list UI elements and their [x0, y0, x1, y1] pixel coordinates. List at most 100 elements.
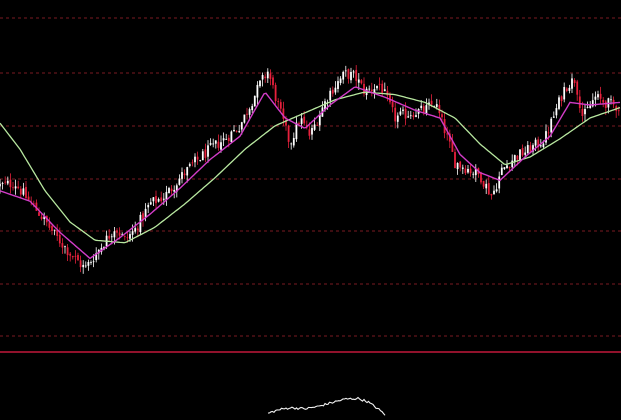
candle-body-73	[186, 167, 189, 176]
candle-body-213	[550, 118, 553, 133]
candle-body-103	[264, 76, 267, 79]
candle-body-155	[399, 111, 402, 115]
candle-body-70	[178, 178, 181, 185]
candle-body-222	[573, 80, 576, 84]
candle-body-25	[61, 243, 64, 248]
candle-body-200	[516, 155, 519, 160]
candle-body-24	[58, 234, 61, 244]
candle-body-34	[84, 265, 87, 267]
candle-body-95	[243, 114, 246, 123]
candle-body-16	[38, 212, 40, 216]
candle-body-174	[448, 133, 451, 142]
candle-body-77	[196, 156, 199, 160]
candle-body-177	[456, 163, 459, 170]
candle-body-138	[355, 69, 358, 81]
candle-body-175	[451, 140, 454, 152]
candle-body-227	[586, 107, 589, 108]
candle-body-116	[298, 122, 300, 124]
candle-body-178	[459, 161, 462, 168]
candle-body-115	[295, 122, 298, 140]
candle-body-59	[149, 202, 152, 205]
candle-body-23	[56, 230, 59, 236]
candle-body-83	[212, 143, 215, 145]
candle-body-102	[261, 75, 264, 80]
candle-body-140	[360, 80, 363, 84]
candle-body-232	[599, 93, 602, 99]
candle-body-15	[35, 202, 38, 211]
candle-body-211	[545, 131, 547, 143]
candle-body-210	[542, 143, 545, 148]
candle-body-181	[467, 168, 469, 173]
candle-body-141	[363, 83, 365, 94]
candle-body-237	[612, 99, 615, 105]
candle-body-106	[272, 77, 274, 86]
candle-body-45	[113, 231, 116, 238]
candle-body-62	[157, 199, 160, 202]
candle-body-69	[175, 185, 178, 192]
candle-body-26	[64, 246, 66, 248]
candle-body-161	[415, 115, 417, 117]
candle-body-79	[201, 151, 204, 161]
candle-body-46	[116, 230, 118, 233]
candle-body-28	[69, 253, 72, 256]
candle-body-147	[378, 83, 381, 85]
candle-body-134	[344, 70, 347, 72]
candle-body-2	[1, 183, 4, 184]
candle-body-80	[204, 149, 207, 158]
candle-body-236	[610, 99, 612, 101]
candle-body-164	[422, 106, 425, 113]
candle-body-31	[77, 254, 79, 261]
candle-body-151	[389, 94, 391, 103]
candle-body-159	[409, 115, 412, 117]
candle-body-139	[357, 79, 360, 83]
candle-body-10	[22, 188, 25, 195]
candle-body-7	[14, 186, 17, 189]
grid-lines	[0, 17, 621, 337]
candle-body-27	[66, 247, 69, 256]
moving-average-lines	[0, 86, 621, 260]
candle-body-154	[396, 115, 399, 122]
candle-body-82	[209, 143, 212, 145]
candle-body-182	[469, 168, 472, 174]
candle-body-78	[199, 160, 202, 161]
candle-body-220	[568, 87, 571, 91]
candle-body-64	[162, 198, 165, 200]
candle-body-53	[134, 228, 137, 232]
candle-body-76	[194, 156, 196, 163]
candle-body-130	[334, 87, 337, 93]
candle-body-135	[347, 69, 350, 79]
candle-body-12	[27, 196, 30, 200]
candle-body-221	[571, 78, 573, 89]
candle-body-194	[500, 167, 503, 175]
candle-body-122	[313, 124, 316, 130]
candle-body-65	[165, 191, 168, 200]
candle-body-99	[253, 95, 256, 107]
candle-body-153	[394, 107, 397, 122]
candle-body-93	[238, 131, 241, 133]
candle-body-186	[480, 172, 482, 183]
candle-body-198	[511, 160, 514, 168]
candle-body-171	[441, 114, 443, 118]
candle-body-124	[318, 114, 321, 126]
candle-body-50	[126, 237, 129, 239]
candle-body-98	[251, 106, 254, 111]
candle-body-150	[386, 90, 389, 96]
indicator-line	[267, 396, 386, 416]
candle-body-4	[6, 180, 9, 184]
candle-body-223	[576, 81, 579, 95]
candle-body-120	[308, 129, 311, 136]
candle-body-84	[214, 140, 217, 144]
candle-body-33	[82, 264, 85, 268]
candle-body-131	[337, 81, 339, 89]
candle-body-49	[123, 236, 126, 237]
candle-body-56	[142, 213, 144, 220]
candle-body-5	[9, 179, 12, 188]
candle-body-105	[269, 73, 272, 79]
candle-body-68	[173, 189, 176, 192]
candle-body-37	[92, 261, 95, 263]
candle-body-224	[578, 96, 581, 109]
candle-body-61	[155, 195, 157, 204]
candle-body-137	[352, 71, 355, 73]
candle-body-143	[368, 88, 371, 90]
candle-body-29	[71, 255, 74, 258]
